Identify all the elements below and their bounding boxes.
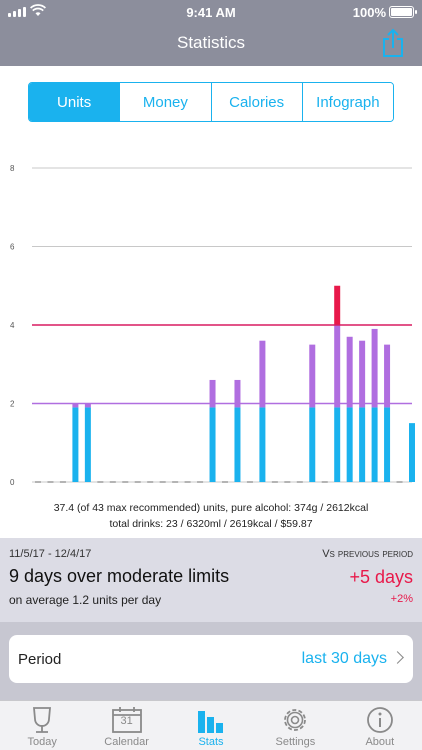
battery-icon xyxy=(389,6,417,18)
delta-days: +5 days xyxy=(349,567,413,587)
bar-over-moderate xyxy=(309,344,316,408)
chart-summary-drinks: total drinks: 23 / 6320ml / 2619kcal / $… xyxy=(109,518,313,530)
comparison-label: Vs previous period xyxy=(322,548,413,560)
battery-percent: 100% xyxy=(352,5,386,20)
bar-over-moderate xyxy=(371,328,378,408)
status-time: 9:41 AM xyxy=(186,5,236,20)
bar-base xyxy=(371,407,378,482)
tab-today[interactable]: Today xyxy=(0,701,84,750)
period-label: Period xyxy=(18,651,62,668)
share-icon[interactable] xyxy=(380,28,406,58)
calendar-day: 31 xyxy=(120,715,133,727)
chart-summary-units: 37.4 (of 43 max recommended) units, pure… xyxy=(53,502,369,514)
segment-infograph[interactable]: Infograph xyxy=(302,83,393,121)
page-title: Statistics xyxy=(176,33,246,52)
bar-over-moderate xyxy=(359,340,366,408)
bar-over-moderate xyxy=(234,379,241,408)
tab-calendar[interactable]: 31 Calendar xyxy=(84,701,168,750)
tab-settings[interactable]: Settings xyxy=(253,701,337,750)
bar-chart-icon xyxy=(198,711,224,733)
over-limit-headline: 9 days over moderate limits xyxy=(9,566,230,586)
segment-calories[interactable]: Calories xyxy=(211,83,303,121)
bar-over-moderate xyxy=(334,325,341,408)
bar-base xyxy=(359,407,366,482)
tab-today-label: Today xyxy=(27,736,57,748)
y-tick-label: 4 xyxy=(10,321,15,330)
y-tick-label: 8 xyxy=(10,164,15,173)
y-tick-label: 6 xyxy=(10,243,15,252)
tab-calendar-label: Calendar xyxy=(104,736,149,748)
bar-over-limit xyxy=(334,285,341,325)
bar-over-moderate xyxy=(384,344,391,408)
bar-base xyxy=(384,407,391,482)
calendar-icon xyxy=(111,707,142,733)
period-value: last 30 days xyxy=(301,650,387,667)
tab-stats-label: Stats xyxy=(198,736,224,748)
bar-over-moderate xyxy=(259,340,266,408)
status-bar: 9:41 AM 100% xyxy=(0,0,422,24)
tab-stats[interactable]: Stats xyxy=(169,701,253,750)
bar-base xyxy=(346,407,353,482)
date-range: 11/5/17 - 12/4/17 xyxy=(9,548,92,560)
glass-icon xyxy=(33,707,52,733)
bar-base xyxy=(334,407,341,482)
units-chart: 0 2 4 6 8 xyxy=(10,164,415,487)
bar-over-moderate xyxy=(346,336,353,408)
bar-base xyxy=(259,407,266,482)
segmented-control: Units Money Calories Infograph xyxy=(28,82,394,122)
bar-over-moderate xyxy=(209,379,216,408)
y-tick-label: 2 xyxy=(10,400,15,409)
bar-over-moderate xyxy=(84,403,91,408)
bar-base xyxy=(84,407,91,482)
bar-base xyxy=(234,407,241,482)
segment-units[interactable]: Units xyxy=(29,83,121,121)
info-icon xyxy=(366,707,393,733)
period-selector[interactable]: Period last 30 days xyxy=(9,635,413,683)
gear-icon xyxy=(284,709,307,731)
signal-icon xyxy=(8,7,26,17)
daily-average: on average 1.2 units per day xyxy=(9,593,162,607)
bar-base xyxy=(309,407,316,482)
bar-over-moderate xyxy=(72,403,79,408)
chevron-right-icon xyxy=(391,651,404,664)
stats-card: Units Money Calories Infograph 0 2 4 6 8 37.… xyxy=(0,66,422,538)
tab-about-label: About xyxy=(365,736,395,748)
tab-bar: Today 31 Calendar Stats Settings About xyxy=(0,700,422,750)
bar-base xyxy=(409,423,415,482)
wifi-icon xyxy=(30,4,46,16)
tab-settings-label: Settings xyxy=(275,736,316,748)
top-bar: 9:41 AM 100% Statistics xyxy=(0,0,422,66)
y-tick-label: 0 xyxy=(10,478,15,487)
tab-about[interactable]: About xyxy=(338,701,422,750)
stats-summary: 11/5/17 - 12/4/17 Vs previous period 9 d… xyxy=(0,538,422,622)
segment-money[interactable]: Money xyxy=(120,83,212,121)
bar-base xyxy=(72,407,79,482)
bar-base xyxy=(209,407,216,482)
delta-percent: +2% xyxy=(390,593,413,605)
